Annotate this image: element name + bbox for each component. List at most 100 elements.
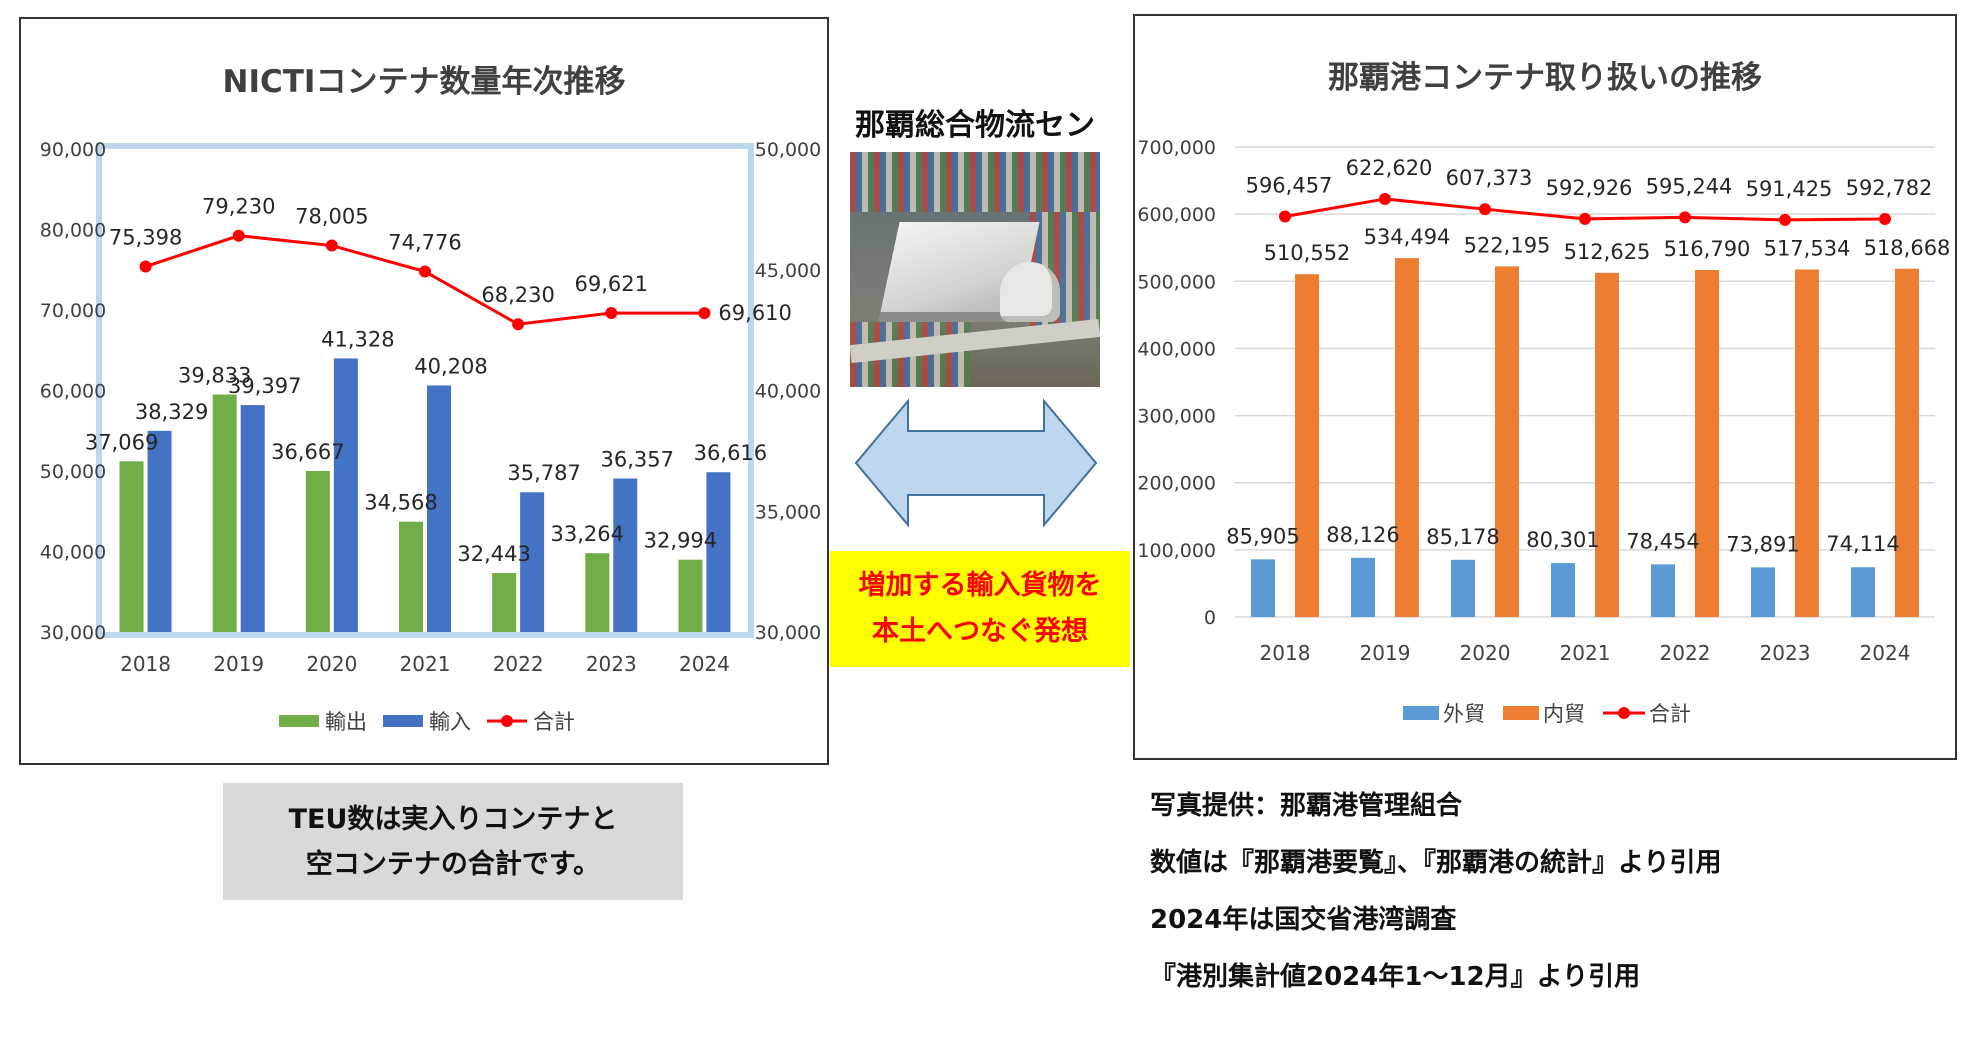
plot-area: 700,000 600,000 500,000 400,000 300,000 200,0… [1137,137,1950,665]
category-label: 2024 [679,652,730,676]
export-bar [678,559,703,632]
foreign-trade-bar [1651,564,1675,617]
foreign-trade-bar [1451,559,1475,617]
legend: 輸出 輸入 合計 [279,710,575,734]
legend-swatch-foreign [1403,706,1439,720]
legend-label-foreign: 外貿 [1443,702,1485,726]
foreign-data-label: 88,126 [1326,523,1399,547]
total-data-label: 69,621 [575,272,648,296]
domestic-trade-bar [1495,266,1519,617]
import-data-label: 40,208 [414,354,487,378]
export-data-label: 36,667 [271,440,344,464]
chart-title: NICTIコンテナ数量年次推移 [223,64,626,100]
foreign-data-label: 85,905 [1226,524,1299,548]
export-data-label: 32,443 [457,542,530,566]
domestic-trade-bar [1895,268,1919,617]
legend-label-total: 合計 [533,710,575,734]
total-data-label: 595,244 [1646,174,1733,198]
export-data-label: 32,994 [644,529,717,553]
total-data-label: 622,620 [1346,156,1433,180]
import-bar [240,405,265,632]
left-axis-tick: 90,000 [40,139,106,161]
domestic-data-label: 534,494 [1364,225,1451,249]
total-point [1279,210,1291,223]
category-label: 2022 [493,652,544,676]
foreign-trade-bar [1351,557,1375,617]
logistics-center-photo [850,152,1100,387]
total-data-label: 596,457 [1246,174,1333,198]
total-point [512,318,525,331]
total-point [1879,212,1891,225]
import-data-label: 36,357 [601,447,674,471]
total-data-label: 592,782 [1846,176,1933,200]
category-label: 2021 [400,652,451,676]
category-label: 2024 [1860,641,1911,665]
right-axis-tick: 30,000 [755,622,821,644]
axis-tick: 700,000 [1137,137,1216,159]
import-cargo-banner: 増加する輸入貨物を 本土へつなぐ発想 [830,551,1130,667]
foreign-data-label: 73,891 [1726,532,1799,556]
left-axis-tick: 40,000 [40,542,106,564]
legend-label-export: 輸出 [325,710,367,734]
category-label: 2018 [1260,641,1311,665]
legend-label-import: 輸入 [429,710,471,734]
total-point [1479,203,1491,216]
banner-line-1: 増加する輸入貨物を [858,570,1102,601]
category-label: 2018 [120,652,171,676]
total-point [139,260,152,273]
legend-marker-total [501,715,513,727]
total-point [232,229,245,242]
container-yard [850,152,1100,212]
export-bar [399,521,423,632]
total-point [1579,212,1591,225]
total-point [325,239,338,252]
export-bar [305,470,330,632]
foreign-trade-bar [1551,563,1575,617]
right-axis-tick: 40,000 [755,381,821,403]
legend-swatch-domestic [1503,706,1539,720]
plot-area: 90,000 80,000 70,000 60,000 50,000 40,000 30,0… [40,139,821,676]
import-bar [613,478,638,632]
total-data-label: 607,373 [1446,166,1533,190]
banner-line-2: 本土へつなぐ発想 [872,616,1088,647]
total-point [1679,211,1691,224]
left-axis-tick: 50,000 [40,461,106,483]
legend-label-total: 合計 [1649,702,1691,726]
note-line-1: TEU数は実入りコンテナと [288,804,618,835]
domestic-data-label: 510,552 [1264,241,1351,265]
left-axis-tick: 30,000 [40,622,106,644]
credit-line-2: 数値は『那覇港要覧』、『那覇港の統計』より引用 [1150,848,1722,878]
plot-frame [96,143,754,638]
nicti-chart: NICTIコンテナ数量年次推移 90,000 80,000 70,000 60,000… [40,64,821,734]
export-bar [119,461,144,632]
category-label: 2020 [306,652,357,676]
foreign-trade-bar [1851,567,1875,617]
left-axis-tick: 60,000 [40,381,106,403]
credit-line-1: 写真提供：那覇港管理組合 [1150,791,1463,821]
total-data-label: 78,005 [295,205,368,229]
domestic-data-label: 522,195 [1464,233,1551,257]
nicti-chart-panel: NICTIコンテナ数量年次推移 90,000 80,000 70,000 60,000… [19,17,829,765]
credit-line-3: 2024年は国交省港湾調査 [1150,905,1457,935]
axis-tick: 100,000 [1137,540,1216,562]
legend: 外貿 内貿 合計 [1403,702,1691,726]
import-bar [427,385,451,632]
left-axis-tick: 80,000 [40,220,106,242]
import-bar [520,492,545,632]
axis-tick: 200,000 [1137,473,1216,495]
foreign-trade-bar [1251,559,1275,617]
note-line-2: 空コンテナの合計です。 [305,849,601,880]
naha-port-chart: 那覇港コンテナ取り扱いの推移 700,000 600,000 500,000 400,… [1137,60,1950,726]
category-label: 2019 [213,652,264,676]
total-data-label: 74,776 [388,231,461,255]
source-credits: 写真提供：那覇港管理組合 数値は『那覇港要覧』、『那覇港の統計』より引用 202… [1150,788,1721,1016]
category-label: 2019 [1360,641,1411,665]
total-data-label: 69,610 [718,301,791,325]
foreign-data-label: 74,114 [1826,532,1899,556]
domestic-data-label: 516,790 [1664,237,1751,261]
import-data-label: 39,397 [228,374,301,398]
export-data-label: 37,069 [85,430,158,454]
import-bar [706,472,731,632]
import-data-label: 35,787 [507,461,580,485]
double-arrow-icon [854,398,1098,528]
